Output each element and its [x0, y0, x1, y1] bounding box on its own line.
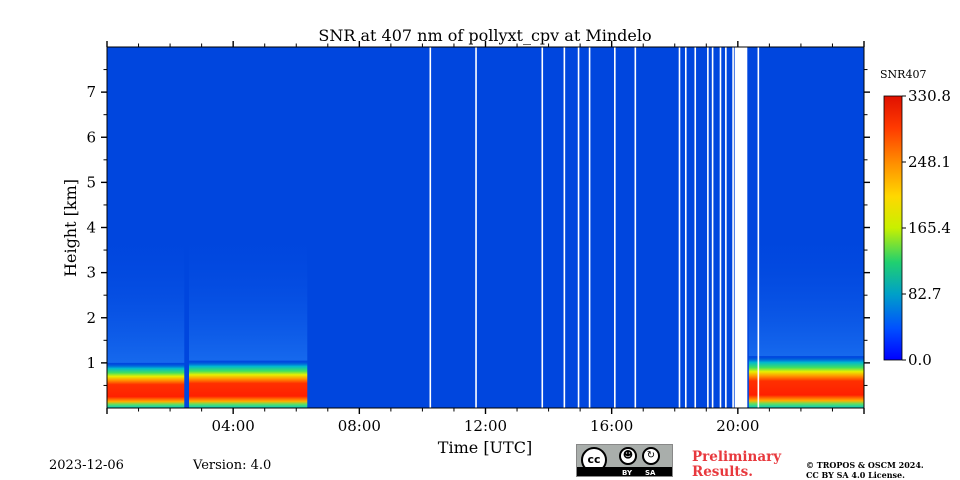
- plot-area: [106, 46, 865, 409]
- sa-icon: ↻: [642, 447, 660, 465]
- colorbar-tick-label: 165.4: [908, 219, 951, 237]
- sa-label: SA: [645, 469, 656, 477]
- cc-badge-bar: [577, 467, 672, 476]
- copyright-line-1: © TROPOS & OSCM 2024.: [806, 460, 924, 470]
- x-axis-label: Time [UTC]: [438, 438, 532, 457]
- copyright-note: © TROPOS & OSCM 2024. CC BY SA 4.0 Licen…: [806, 460, 924, 480]
- colorbar-tick-label: 82.7: [908, 285, 941, 303]
- colorbar-title: SNR407: [880, 68, 926, 81]
- x-tick-label: 12:00: [464, 417, 507, 435]
- y-tick-label: 6: [86, 128, 96, 146]
- date-label: 2023-12-06: [49, 458, 124, 473]
- preliminary-results-note: Preliminary Results.: [692, 450, 781, 480]
- colorbar-tick-label: 0.0: [908, 351, 932, 369]
- preliminary-line-2: Results.: [692, 464, 753, 480]
- colorbar-ticks: 0.0 82.7 165.4 248.1 330.8: [902, 87, 951, 369]
- cc-license-badge: cc ☻ ↻ BY SA: [576, 444, 673, 477]
- y-tick-label: 7: [86, 83, 96, 101]
- colorbar: [883, 95, 903, 361]
- chart-title: SNR at 407 nm of pollyxt_cpv at Mindelo: [318, 26, 651, 45]
- profile-2-boundary-layer: [748, 356, 864, 408]
- colorbar-tick-label: 248.1: [908, 153, 951, 171]
- x-tick-label: 04:00: [212, 417, 255, 435]
- y-axis: 1 2 3 4 5 6 7: [86, 69, 870, 386]
- by-icon: ☻: [619, 447, 637, 465]
- y-tick-label: 1: [86, 354, 96, 372]
- y-tick-label: 4: [86, 219, 96, 237]
- missing-data-gap: [734, 47, 748, 408]
- profile-1-aerosol-layer: [189, 227, 308, 361]
- y-axis-label: Height [km]: [61, 179, 80, 277]
- x-tick-label: 20:00: [716, 417, 759, 435]
- copyright-line-2: CC BY SA 4.0 License.: [806, 470, 905, 480]
- x-tick-label: 16:00: [590, 417, 633, 435]
- by-label: BY: [622, 469, 633, 477]
- version-label: Version: 4.0: [193, 458, 272, 473]
- x-axis: 04:00 08:00 12:00 16:00 20:00: [106, 41, 865, 435]
- y-tick-label: 3: [86, 264, 96, 282]
- profile-2-aerosol-layer: [748, 227, 864, 357]
- profile-1-boundary-layer: [189, 360, 308, 408]
- y-tick-label: 5: [86, 173, 96, 191]
- y-tick-label: 2: [86, 309, 96, 327]
- colorbar-tick-label: 330.8: [908, 87, 951, 105]
- preliminary-line-1: Preliminary: [692, 449, 782, 465]
- profile-0-aerosol-layer: [107, 227, 185, 363]
- x-tick-label: 08:00: [338, 417, 381, 435]
- profile-0-boundary-layer: [107, 362, 185, 408]
